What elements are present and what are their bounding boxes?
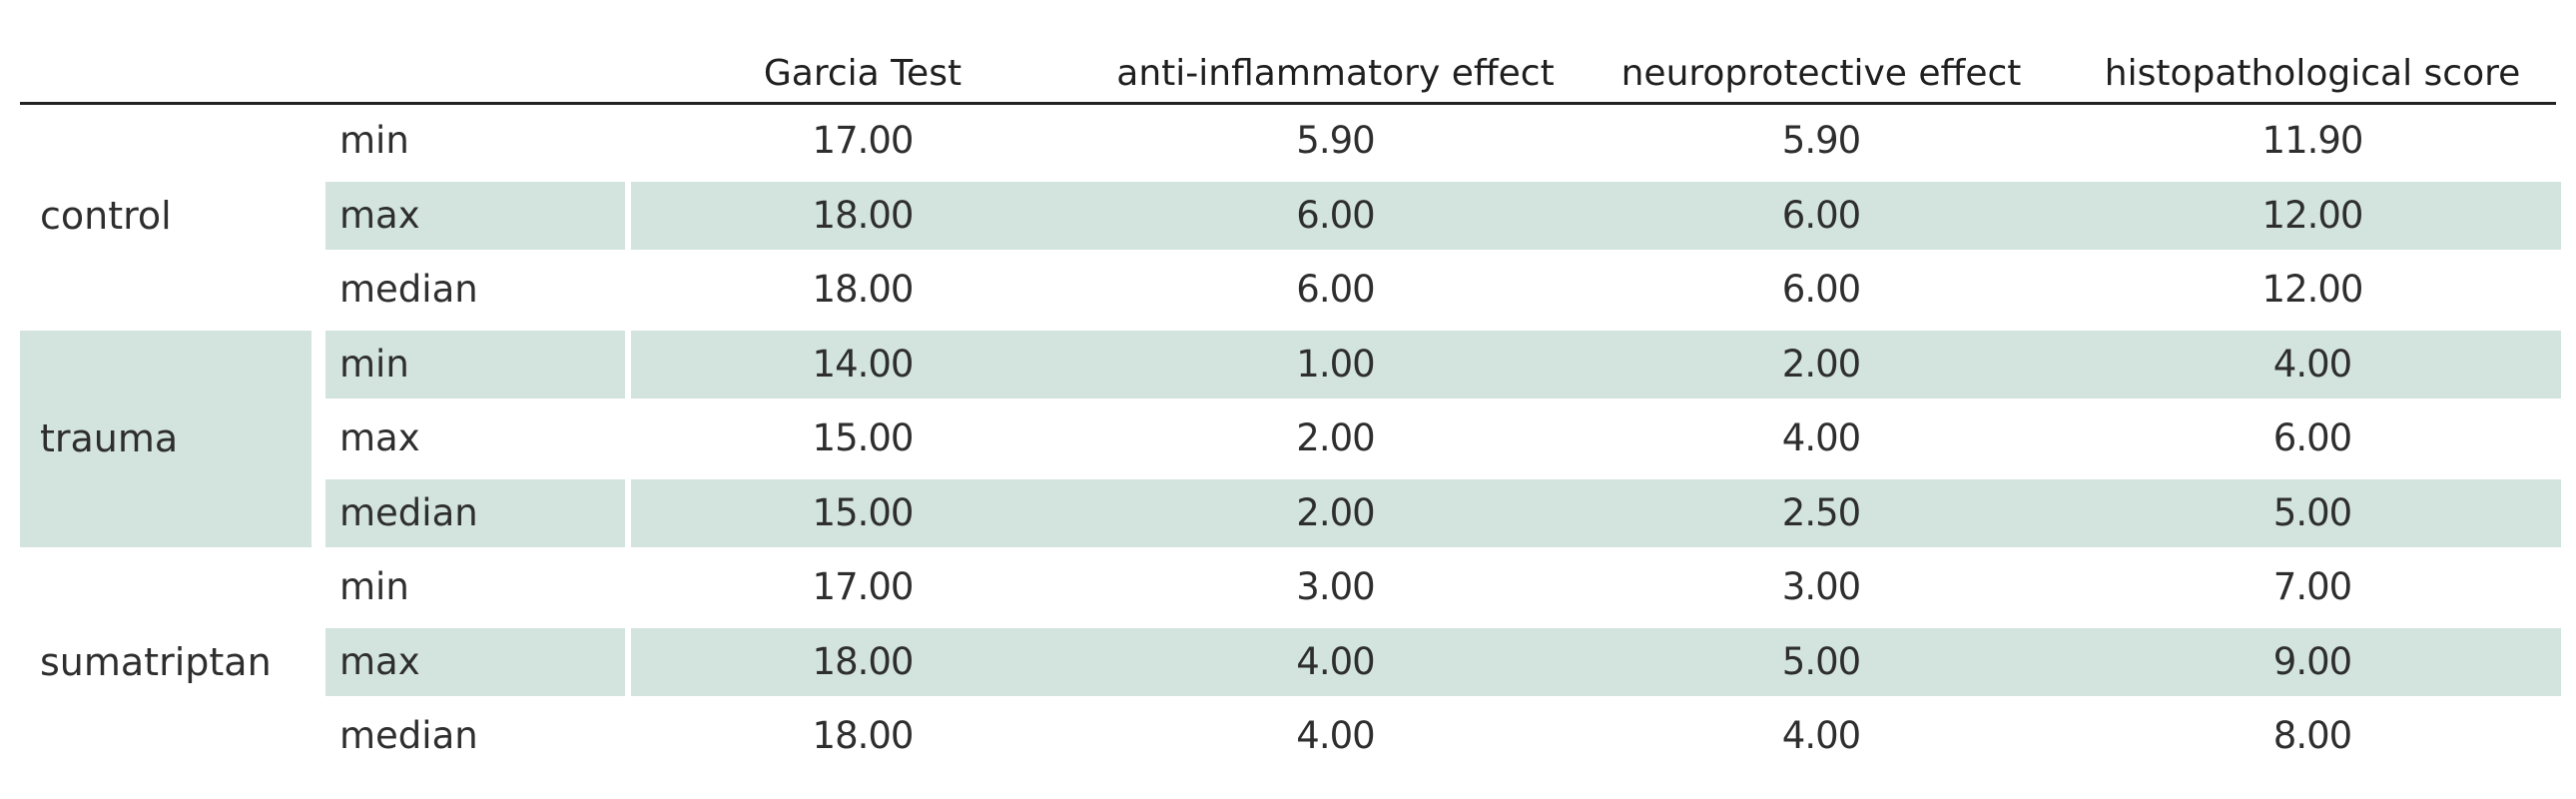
row-band bbox=[631, 478, 1094, 547]
group-label: trauma bbox=[40, 416, 179, 461]
table-cell: 6.00 bbox=[2272, 416, 2352, 459]
table-cell: 15.00 bbox=[812, 416, 915, 459]
row-band bbox=[325, 627, 625, 696]
stat-label: median bbox=[339, 490, 478, 534]
group-label: sumatriptan bbox=[40, 639, 272, 684]
row-band bbox=[325, 181, 625, 250]
stat-label: min bbox=[339, 342, 409, 386]
stat-label: min bbox=[339, 565, 409, 608]
table-cell: 4.00 bbox=[1296, 639, 1375, 683]
table-cell: 4.00 bbox=[1781, 416, 1861, 459]
table-cell: 5.00 bbox=[1781, 639, 1861, 683]
table-cell: 5.90 bbox=[1296, 119, 1375, 162]
table-cell: 18.00 bbox=[812, 714, 915, 757]
stat-label: min bbox=[339, 119, 409, 162]
row-band bbox=[1090, 627, 1581, 696]
table-cell: 5.90 bbox=[1781, 119, 1861, 162]
stat-label: median bbox=[339, 714, 478, 757]
table-cell: 9.00 bbox=[2272, 639, 2352, 683]
table-cell: 11.90 bbox=[2261, 119, 2364, 162]
row-band bbox=[325, 330, 625, 399]
table-cell: 6.00 bbox=[1781, 193, 1861, 237]
table-cell: 6.00 bbox=[1296, 268, 1375, 311]
stat-label: median bbox=[339, 268, 478, 311]
table-cell: 8.00 bbox=[2272, 714, 2352, 757]
table-cell: 2.50 bbox=[1781, 490, 1861, 534]
table-cell: 18.00 bbox=[812, 268, 915, 311]
table-cell: 17.00 bbox=[812, 565, 915, 608]
row-band bbox=[1575, 330, 2068, 399]
row-band bbox=[2064, 181, 2561, 250]
stat-label: max bbox=[339, 639, 420, 683]
column-header: Garcia Test bbox=[763, 53, 963, 94]
table-cell: 18.00 bbox=[812, 193, 915, 237]
table-cell: 1.00 bbox=[1296, 342, 1375, 386]
row-band bbox=[2064, 330, 2561, 399]
table-cell: 2.00 bbox=[1296, 416, 1375, 459]
row-band bbox=[1575, 627, 2068, 696]
table-cell: 12.00 bbox=[2261, 193, 2364, 237]
row-band bbox=[1575, 181, 2068, 250]
table-cell: 14.00 bbox=[812, 342, 915, 386]
table-cell: 3.00 bbox=[1296, 565, 1375, 608]
table-cell: 4.00 bbox=[1781, 714, 1861, 757]
column-header: anti-inflammatory effect bbox=[1116, 53, 1555, 94]
row-band bbox=[631, 330, 1094, 399]
table-cell: 15.00 bbox=[812, 490, 915, 534]
row-band bbox=[1090, 478, 1581, 547]
table-cell: 2.00 bbox=[1781, 342, 1861, 386]
table-cell: 17.00 bbox=[812, 119, 915, 162]
table-cell: 12.00 bbox=[2261, 268, 2364, 311]
table-cell: 2.00 bbox=[1296, 490, 1375, 534]
row-band bbox=[1090, 181, 1581, 250]
header-rule bbox=[20, 102, 2556, 105]
table-cell: 7.00 bbox=[2272, 565, 2352, 608]
row-band bbox=[1575, 478, 2068, 547]
stat-label: max bbox=[339, 416, 420, 459]
group-band bbox=[20, 330, 312, 547]
row-band bbox=[2064, 478, 2561, 547]
column-header: neuroprotective effect bbox=[1620, 53, 2022, 94]
column-header: histopathological score bbox=[2104, 53, 2521, 94]
table-cell: 6.00 bbox=[1296, 193, 1375, 237]
row-band bbox=[2064, 627, 2561, 696]
row-band bbox=[1090, 330, 1581, 399]
group-label: control bbox=[40, 193, 172, 238]
row-band bbox=[631, 627, 1094, 696]
table-cell: 3.00 bbox=[1781, 565, 1861, 608]
table-cell: 4.00 bbox=[1296, 714, 1375, 757]
table-cell: 5.00 bbox=[2272, 490, 2352, 534]
table-cell: 4.00 bbox=[2272, 342, 2352, 386]
table-cell: 6.00 bbox=[1781, 268, 1861, 311]
row-band bbox=[325, 478, 625, 547]
stat-label: max bbox=[339, 193, 420, 237]
table-cell: 18.00 bbox=[812, 639, 915, 683]
row-band bbox=[631, 181, 1094, 250]
